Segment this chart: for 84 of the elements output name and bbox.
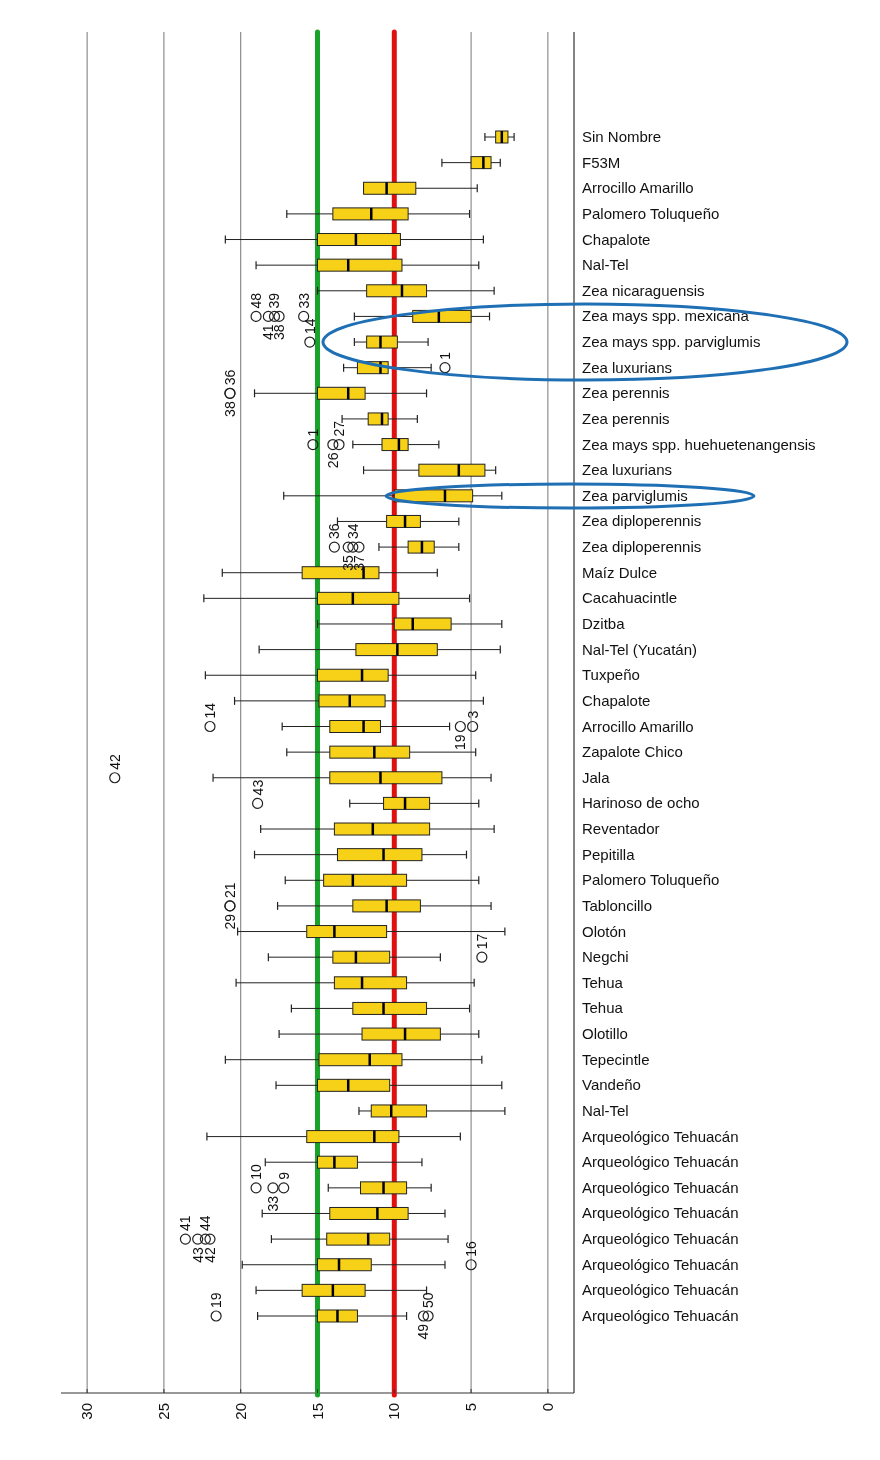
y-tick-label: Jala xyxy=(582,768,611,786)
annotation: 49 xyxy=(415,1323,432,1340)
y-tick-label: Arqueológico Tehuacán xyxy=(582,1204,739,1222)
annotation: 36 xyxy=(326,523,343,540)
y-tick-label: Chapalote xyxy=(582,230,651,248)
y-tick-label: Arrocillo Amarillo xyxy=(582,179,694,197)
y-tick-label: Palomero Toluqueño xyxy=(582,871,720,889)
y-tick-label: Zea parviglumis xyxy=(582,486,688,504)
y-tick-label: Cacahuacintle xyxy=(582,589,678,607)
y-tick-label: Tabloncillo xyxy=(582,896,653,914)
y-tick-label: Arqueológico Tehuacán xyxy=(582,1230,739,1248)
x-tick-label: 5 xyxy=(462,1403,480,1412)
x-tick-label: 30 xyxy=(78,1403,96,1420)
y-tick-label: Zea perennis xyxy=(582,409,670,427)
y-tick-label: Zapalote Chico xyxy=(582,743,683,761)
annotation: 43 xyxy=(189,1246,206,1263)
y-tick-label: Vandeño xyxy=(582,1076,641,1094)
y-tick-label: Arqueológico Tehuacán xyxy=(582,1178,739,1196)
annotation: 1 xyxy=(304,428,321,437)
annotation: 48 xyxy=(248,292,265,309)
annotation: 9 xyxy=(275,1171,292,1180)
y-tick-label: Arqueológico Tehuacán xyxy=(582,1281,739,1299)
y-tick-label: Reventador xyxy=(582,820,660,838)
y-tick-label: Arqueológico Tehuacán xyxy=(582,1127,739,1145)
annotation: 3 xyxy=(464,710,481,719)
y-tick-label: Zea luxurians xyxy=(582,461,673,479)
annotation: 41 xyxy=(177,1215,194,1232)
y-tick-label: Zea perennis xyxy=(582,384,670,402)
y-tick-label: Arrocillo Amarillo xyxy=(582,717,694,735)
y-tick-label: Nal-Tel xyxy=(582,256,629,274)
y-tick-label: Tuxpeño xyxy=(582,666,640,684)
y-tick-label: Tehua xyxy=(582,973,624,991)
y-tick-label: Maíz Dulce xyxy=(582,563,658,581)
y-tick-label: Tehua xyxy=(582,999,624,1017)
y-tick-label: Sin Nombre xyxy=(582,128,662,145)
y-tick-label: Olotillo xyxy=(582,1025,628,1043)
y-tick-label: Zea mays spp. huehuetenangensis xyxy=(582,435,816,453)
y-tick-label: Zea diploperennis xyxy=(582,538,702,556)
y-tick-label: Nal-Tel xyxy=(582,1101,629,1119)
annotation: 39 xyxy=(266,292,283,309)
annotation: 10 xyxy=(248,1164,265,1180)
x-tick-label: 15 xyxy=(308,1403,326,1420)
x-tick-label: 20 xyxy=(231,1403,249,1420)
x-tick-label: 10 xyxy=(385,1403,403,1420)
annotation: 26 xyxy=(324,452,341,469)
x-tick-label: 0 xyxy=(538,1403,556,1412)
annotation: 17 xyxy=(473,933,490,950)
annotation: 33 xyxy=(264,1195,281,1212)
annotation: 14 xyxy=(301,318,318,335)
annotation: 19 xyxy=(452,734,469,751)
annotation: 14 xyxy=(201,702,218,719)
annotation: 44 xyxy=(197,1215,214,1232)
annotation: 29 xyxy=(221,913,238,930)
y-tick-label: Arqueológico Tehuacán xyxy=(582,1307,739,1324)
y-tick-label: Palomero Toluqueño xyxy=(582,204,720,222)
y-tick-label: Zea mays spp. parviglumis xyxy=(582,333,761,351)
annotation: 34 xyxy=(344,523,361,540)
y-tick-label: Zea luxurians xyxy=(582,358,673,376)
y-tick-label: Nal-Tel (Yucatán) xyxy=(582,640,698,658)
y-tick-label: Negchi xyxy=(582,948,629,966)
y-tick-label: Harinoso de ocho xyxy=(582,794,700,812)
annotation: 42 xyxy=(106,753,123,770)
annotation: 21 xyxy=(221,882,238,898)
y-tick-label: Zea nicaraguensis xyxy=(582,281,705,299)
y-tick-label: Chapalote xyxy=(582,691,651,709)
annotation: 33 xyxy=(295,292,312,309)
annotation: 38 xyxy=(221,401,238,417)
annotation: 43 xyxy=(249,779,266,796)
annotation: 19 xyxy=(208,1292,225,1308)
y-tick-label: F53M xyxy=(582,153,621,171)
y-tick-label: Tepecintle xyxy=(582,1050,650,1068)
y-tick-label: Arqueológico Tehuacán xyxy=(582,1153,739,1171)
y-tick-label: Zea mays spp. mexicana xyxy=(582,307,750,325)
y-tick-label: Olotón xyxy=(582,922,627,940)
y-tick-label: Zea diploperennis xyxy=(582,512,702,530)
annotation: 27 xyxy=(331,420,347,437)
annotation: 50 xyxy=(420,1292,437,1308)
annotation: 1 xyxy=(436,351,453,360)
x-tick-label: 25 xyxy=(154,1403,172,1420)
y-tick-label: Dzitba xyxy=(582,614,626,632)
y-tick-label: Arqueológico Tehuacán xyxy=(582,1255,739,1273)
y-tick-label: Pepitilla xyxy=(582,845,636,863)
annotation: 36 xyxy=(221,369,238,386)
annotation: 16 xyxy=(463,1240,480,1257)
